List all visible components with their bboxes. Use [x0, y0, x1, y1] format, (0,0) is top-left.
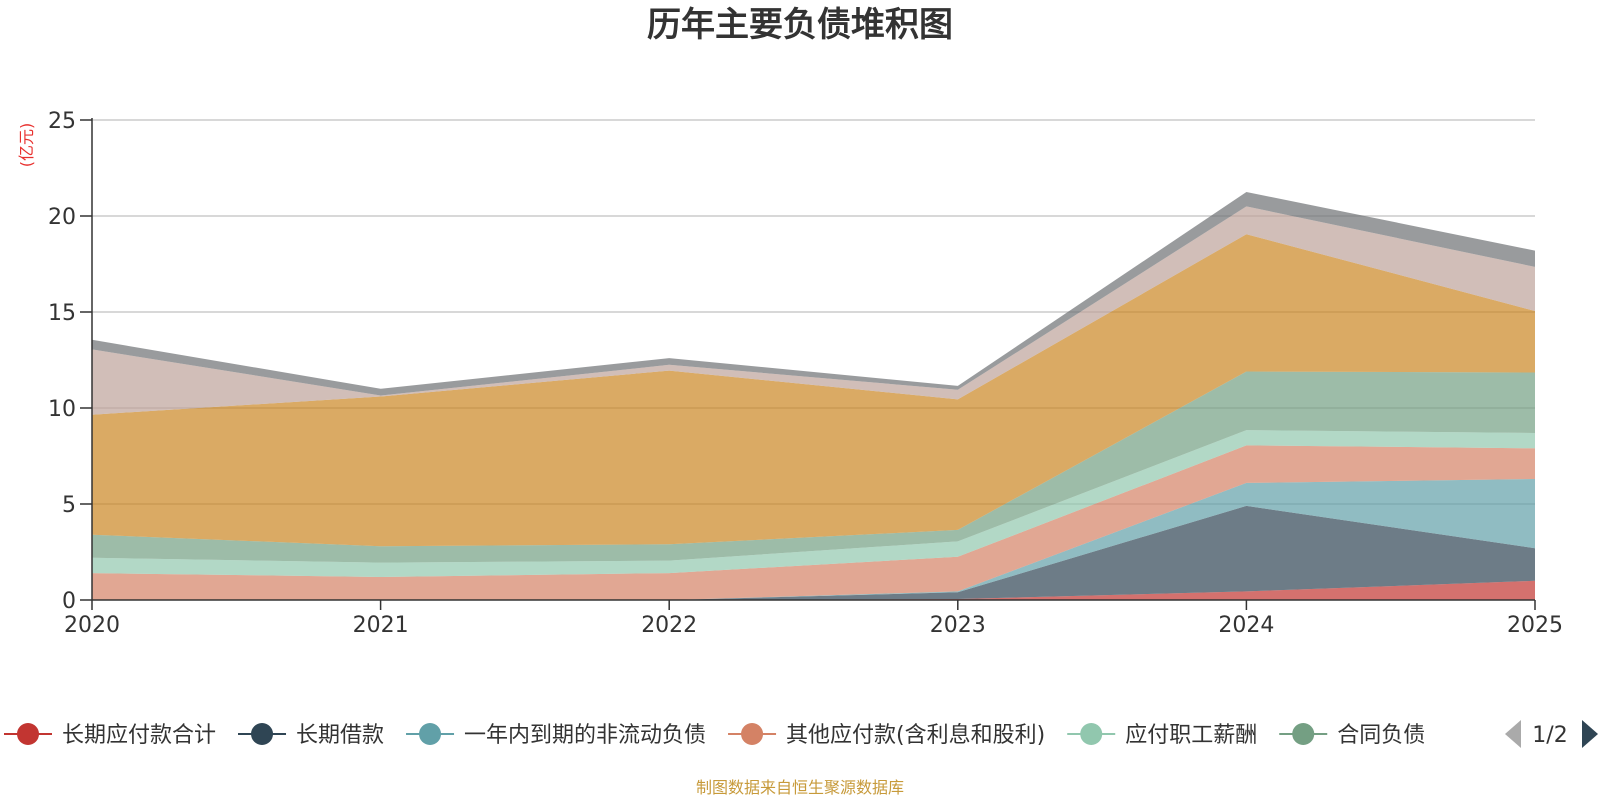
x-tick-label: 2020	[64, 613, 120, 638]
y-tick-label: 20	[48, 205, 76, 230]
legend-marker	[741, 723, 764, 745]
legend-marker	[1080, 723, 1103, 745]
legend-item-0[interactable]: 长期应付款合计	[4, 723, 216, 748]
y-axis-unit: (亿元)	[17, 123, 36, 168]
legend-label: 长期借款	[296, 723, 384, 748]
x-tick-label: 2023	[930, 613, 986, 638]
legend-item-5[interactable]: 合同负债	[1279, 723, 1425, 748]
legend-prev-icon[interactable]	[1505, 720, 1521, 748]
legend-marker	[1292, 723, 1315, 745]
area-series-0	[92, 580, 1535, 600]
x-tick-label: 2021	[353, 613, 409, 638]
area-series-7	[92, 206, 1535, 415]
y-tick-label: 15	[48, 301, 76, 326]
legend-marker	[419, 723, 442, 745]
x-tick-label: 2024	[1218, 613, 1274, 638]
legend-pager: 1/2	[1505, 720, 1598, 748]
legend-page-indicator: 1/2	[1532, 723, 1567, 748]
legend-item-3[interactable]: 其他应付款(含利息和股利)	[728, 723, 1045, 748]
legend: 长期应付款合计 长期借款 一年内到期的非流动负债 其他应付款(含利息和股利) 应付职工薪…	[4, 723, 1425, 748]
area-series-6	[92, 234, 1535, 547]
legend-item-4[interactable]: 应付职工薪酬	[1067, 723, 1257, 748]
legend-marker	[17, 723, 39, 745]
legend-label: 其他应付款(含利息和股利)	[786, 723, 1045, 748]
area-series-1	[92, 505, 1535, 600]
legend-label: 应付职工薪酬	[1125, 723, 1257, 748]
legend-label: 长期应付款合计	[62, 723, 216, 748]
area-series-8	[92, 192, 1535, 396]
area-series-3	[92, 445, 1535, 600]
legend-item-2[interactable]: 一年内到期的非流动负债	[406, 723, 706, 748]
legend-label: 合同负债	[1337, 723, 1425, 748]
x-tick-label: 2025	[1507, 613, 1563, 638]
legend-item-1[interactable]: 长期借款	[238, 723, 384, 748]
area-series-4	[92, 430, 1535, 577]
legend-items: 长期应付款合计 长期借款 一年内到期的非流动负债 其他应付款(含利息和股利) 应付职工薪…	[4, 723, 1425, 748]
area-series-2	[92, 479, 1535, 600]
y-tick-label: 25	[48, 109, 76, 134]
legend-next-icon[interactable]	[1582, 720, 1598, 748]
x-tick-label: 2022	[641, 613, 697, 638]
legend-marker	[251, 723, 274, 745]
y-tick-label: 10	[48, 397, 76, 422]
stacked-areas	[92, 192, 1535, 600]
legend-label: 一年内到期的非流动负债	[464, 723, 706, 748]
y-tick-label: 5	[62, 493, 76, 518]
chart-title: 历年主要负债堆积图	[647, 5, 953, 45]
source-note: 制图数据来自恒生聚源数据库	[696, 778, 904, 797]
y-tick-label: 0	[62, 589, 76, 614]
area-series-5	[92, 371, 1535, 563]
